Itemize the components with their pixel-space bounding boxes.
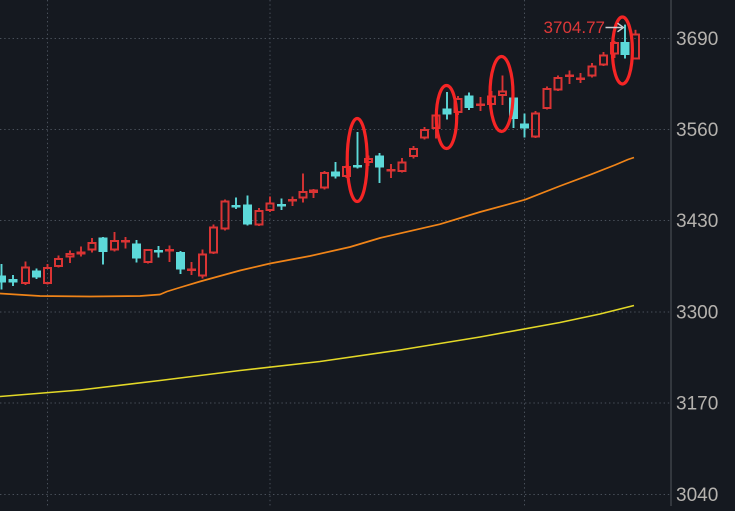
svg-text:3040: 3040 (676, 485, 718, 506)
svg-text:3704.77: 3704.77 (544, 18, 605, 37)
svg-text:3300: 3300 (676, 303, 718, 324)
svg-text:3170: 3170 (676, 394, 718, 415)
svg-text:3430: 3430 (676, 211, 718, 232)
svg-text:3690: 3690 (676, 29, 718, 50)
svg-text:3560: 3560 (676, 120, 718, 141)
